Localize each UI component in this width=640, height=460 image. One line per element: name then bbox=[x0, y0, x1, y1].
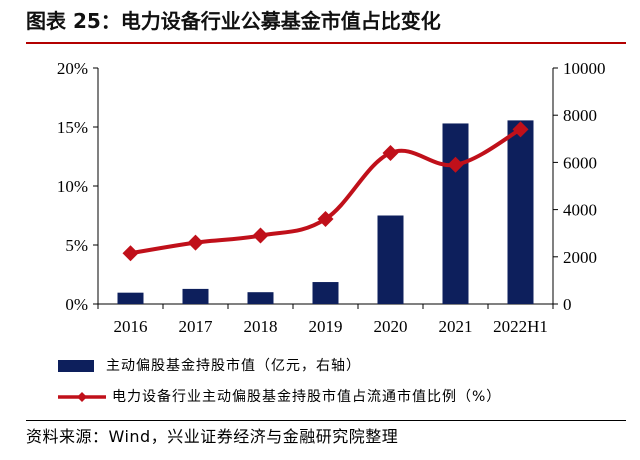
line-point bbox=[512, 121, 529, 138]
legend-bar-label: 主动偏股基金持股市值（亿元，右轴） bbox=[106, 358, 361, 374]
y-left-tick-label: 10% bbox=[57, 177, 88, 196]
x-tick-label: 2019 bbox=[309, 317, 343, 336]
line-point bbox=[252, 227, 269, 244]
y-left-tick-label: 5% bbox=[65, 236, 88, 255]
legend-bar-swatch bbox=[58, 360, 94, 372]
y-left-tick-label: 0% bbox=[65, 295, 88, 314]
bar bbox=[312, 282, 339, 304]
line-point bbox=[187, 234, 204, 251]
y-right-tick-label: 0 bbox=[563, 295, 572, 314]
bar bbox=[182, 288, 209, 304]
x-tick-label: 2017 bbox=[179, 317, 214, 336]
y-right-tick-label: 8000 bbox=[563, 106, 597, 125]
x-tick-label: 2016 bbox=[114, 317, 148, 336]
bar bbox=[247, 292, 274, 304]
combo-chart: 0% 5% 10% 15% 20% 0 2000 4000 6000 8000 10000 2016 2… bbox=[57, 59, 606, 336]
legend-item-bar: 主动偏股基金持股市值（亿元，右轴） bbox=[58, 354, 628, 378]
y-left-tick-label: 15% bbox=[57, 118, 88, 137]
bar bbox=[442, 123, 469, 305]
source-note: 资料来源：Wind，兴业证券经济与金融研究院整理 bbox=[26, 427, 399, 446]
x-tick-label: 2020 bbox=[374, 317, 408, 336]
legend-line-label: 电力设备行业主动偏股基金持股市值占流通市值比例（%） bbox=[112, 389, 502, 405]
x-tick-label: 2018 bbox=[244, 317, 278, 336]
legend-line-swatch bbox=[58, 391, 106, 403]
legend-item-line: 电力设备行业主动偏股基金持股市值占流通市值比例（%） bbox=[58, 385, 628, 409]
line-point bbox=[382, 144, 399, 161]
bar bbox=[377, 215, 404, 304]
bar bbox=[507, 120, 534, 304]
line-point bbox=[122, 245, 139, 262]
y-right-tick-label: 2000 bbox=[563, 248, 597, 267]
x-tick-label: 2021 bbox=[439, 317, 473, 336]
y-right-tick-label: 6000 bbox=[563, 153, 597, 172]
line-point bbox=[447, 156, 464, 173]
y-right-tick-label: 10000 bbox=[563, 59, 606, 78]
title-rule bbox=[26, 42, 626, 44]
y-right-tick-label: 4000 bbox=[563, 201, 597, 220]
y-left-tick-label: 20% bbox=[57, 59, 88, 78]
x-tick-label: 2022H1 bbox=[493, 317, 548, 336]
chart-title: 图表 25：电力设备行业公募基金市值占比变化 bbox=[26, 9, 441, 33]
line-point bbox=[317, 211, 334, 228]
source-rule bbox=[26, 420, 626, 421]
bar bbox=[117, 292, 144, 304]
